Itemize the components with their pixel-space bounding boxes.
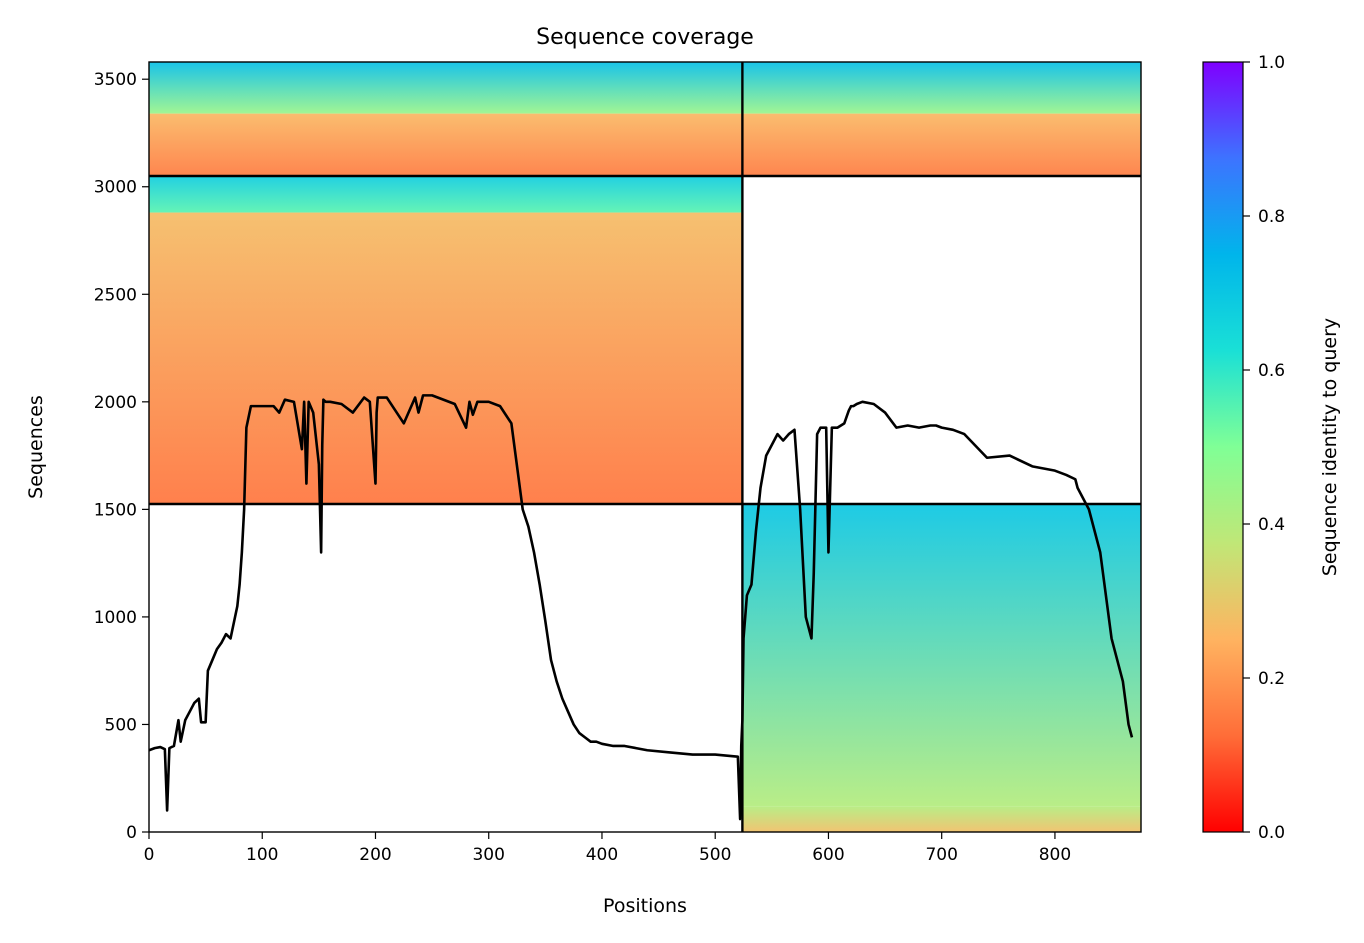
colorbar-tick-label: 1.0 (1258, 53, 1285, 73)
x-tick-label: 0 (144, 845, 155, 865)
colorbar-tick-label: 0.6 (1258, 361, 1285, 381)
y-tick-label: 3500 (94, 70, 137, 90)
identity-band (742, 62, 1141, 114)
x-tick-label: 700 (925, 845, 957, 865)
plot-area (149, 62, 1141, 832)
y-axis: 0 500 1000 1500 2000 2500 3000 3500 (94, 70, 149, 843)
colorbar-tick-label: 0.4 (1258, 515, 1285, 535)
x-tick-label: 600 (812, 845, 844, 865)
coverage-line (149, 394, 1134, 821)
x-tick-label: 400 (586, 845, 618, 865)
colorbar-tick-label: 0.8 (1258, 207, 1285, 227)
colorbar-gradient (1202, 61, 1244, 833)
identity-band (742, 503, 1141, 807)
colorbar-tick-label: 0.0 (1258, 823, 1285, 843)
plot-frame (148, 61, 1142, 833)
identity-band (149, 62, 743, 114)
identity-band (149, 113, 743, 176)
x-tick-label: 500 (699, 845, 731, 865)
y-tick-label: 3000 (94, 178, 137, 198)
colorbar-tick-label: 0.2 (1258, 669, 1285, 689)
identity-band (149, 175, 743, 213)
identity-band (149, 212, 743, 504)
y-tick-label: 1000 (94, 608, 137, 628)
identity-band (742, 113, 1141, 176)
y-tick-label: 1500 (94, 500, 137, 520)
identity-band (742, 806, 1141, 832)
colorbar-ticks: 0.0 0.2 0.4 0.6 0.8 1.0 (1243, 53, 1285, 843)
x-axis: 0 100 200 300 400 500 600 700 800 (144, 832, 1071, 865)
y-tick-label: 2000 (94, 393, 137, 413)
y-tick-label: 500 (105, 715, 137, 735)
y-tick-label: 0 (126, 823, 137, 843)
x-axis-label: Positions (603, 895, 687, 917)
y-tick-label: 2500 (94, 285, 137, 305)
y-axis-label: Sequences (25, 395, 47, 499)
colorbar-label: Sequence identity to query (1319, 318, 1341, 576)
colorbar: 0.0 0.2 0.4 0.6 0.8 1.0 Sequence identity to … (1202, 53, 1341, 843)
identity-blocks (149, 62, 1141, 832)
x-tick-label: 300 (472, 845, 504, 865)
x-tick-label: 100 (246, 845, 278, 865)
chart-title: Sequence coverage (536, 25, 754, 50)
x-tick-label: 800 (1039, 845, 1071, 865)
x-tick-label: 200 (359, 845, 391, 865)
